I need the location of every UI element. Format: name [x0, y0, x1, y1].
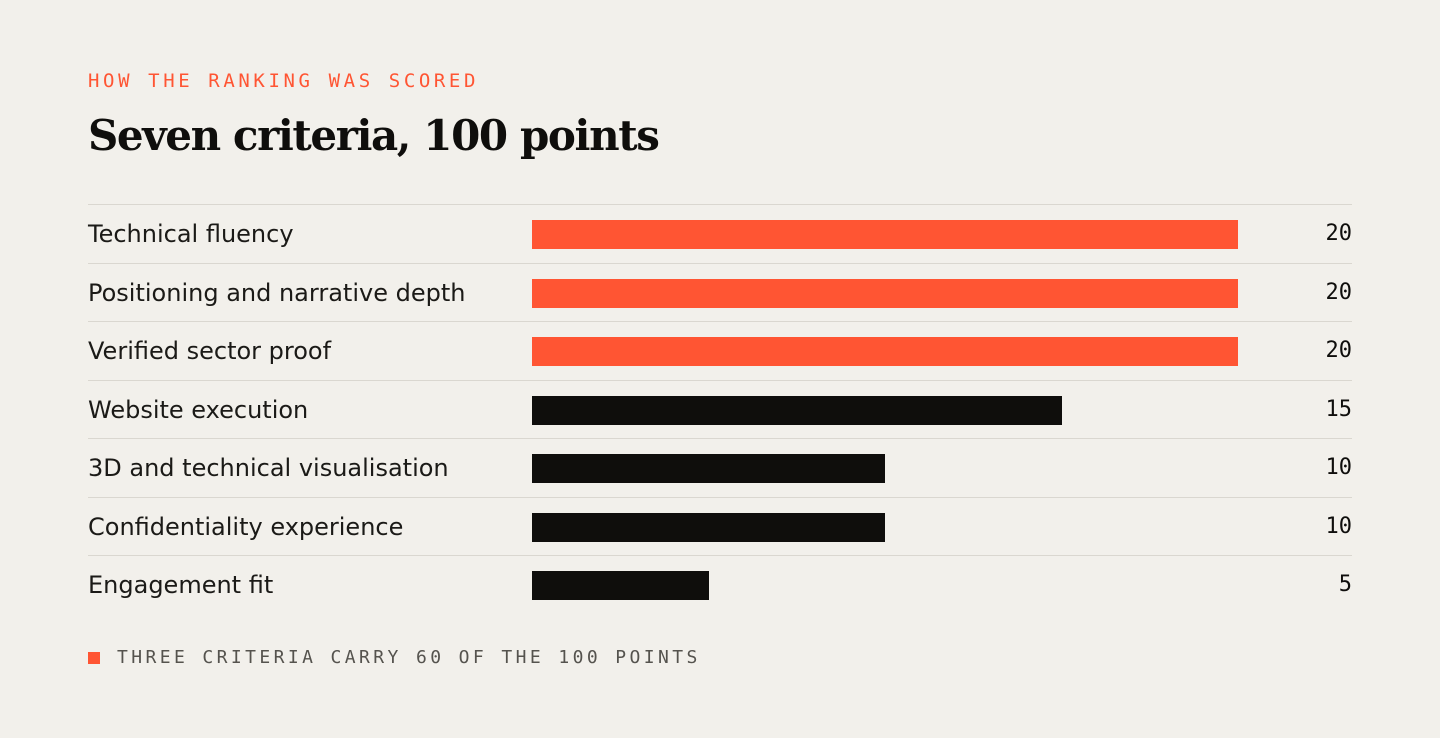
- chart-row: Technical fluency 20: [88, 205, 1352, 263]
- bar: [532, 571, 709, 600]
- value-label: 10: [1325, 514, 1353, 539]
- category-label: Positioning and narrative depth: [88, 279, 466, 307]
- bar: [532, 337, 1238, 366]
- chart-row: Website execution 15: [88, 381, 1352, 439]
- highlight-swatch-icon: [88, 652, 100, 664]
- value-label: 20: [1325, 221, 1353, 246]
- category-label: Verified sector proof: [88, 337, 332, 365]
- chart-eyebrow: HOW THE RANKING WAS SCORED: [88, 70, 480, 92]
- bar: [532, 220, 1238, 249]
- value-label: 20: [1325, 280, 1353, 305]
- bar-chart: Technical fluency 20 Positioning and narra…: [88, 204, 1352, 614]
- category-label: Confidentiality experience: [88, 513, 404, 541]
- footnote-text: THREE CRITERIA CARRY 60 OF THE 100 POINT…: [117, 647, 701, 668]
- category-label: Technical fluency: [88, 220, 294, 248]
- row-divider: [88, 321, 1352, 322]
- bar: [532, 513, 885, 542]
- value-label: 10: [1325, 455, 1353, 480]
- bar: [532, 454, 885, 483]
- value-label: 15: [1325, 397, 1353, 422]
- row-divider: [88, 204, 1352, 205]
- chart-row: Verified sector proof 20: [88, 322, 1352, 380]
- row-divider: [88, 438, 1352, 439]
- chart-footnote: THREE CRITERIA CARRY 60 OF THE 100 POINT…: [88, 646, 701, 670]
- chart-row: 3D and technical visualisation 10: [88, 439, 1352, 497]
- value-label: 20: [1325, 338, 1353, 363]
- category-label: Website execution: [88, 396, 309, 424]
- row-divider: [88, 497, 1352, 498]
- chart-row: Engagement fit 5: [88, 556, 1352, 614]
- chart-row: Confidentiality experience 10: [88, 498, 1352, 556]
- chart-row: Positioning and narrative depth 20: [88, 264, 1352, 322]
- row-divider: [88, 380, 1352, 381]
- category-label: 3D and technical visualisation: [88, 454, 449, 482]
- row-divider: [88, 263, 1352, 264]
- bar: [532, 396, 1062, 425]
- category-label: Engagement fit: [88, 571, 274, 599]
- chart-title: Seven criteria, 100 points: [88, 111, 660, 160]
- value-label: 5: [1338, 572, 1352, 597]
- bar: [532, 279, 1238, 308]
- row-divider: [88, 555, 1352, 556]
